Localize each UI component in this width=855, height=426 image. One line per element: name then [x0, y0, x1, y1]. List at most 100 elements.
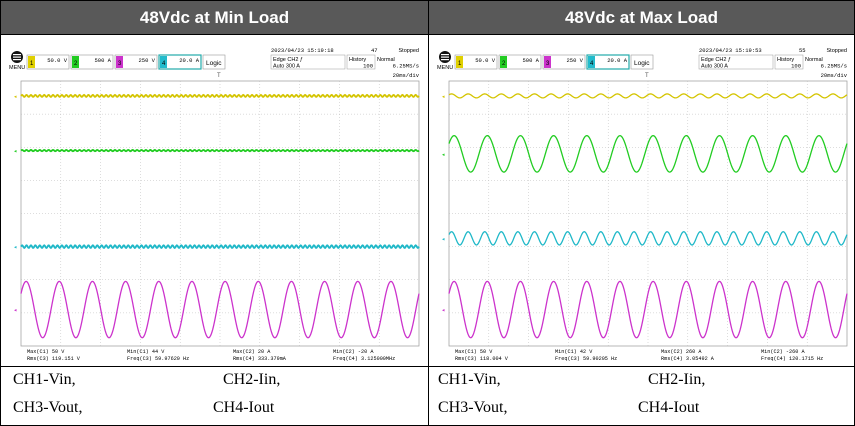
- channel-box-3[interactable]: 3 250 V: [114, 54, 158, 70]
- channel-box-frame: [542, 54, 586, 70]
- measurement-value: Freq(C3) 59.90205 Hz: [555, 356, 617, 362]
- logic-button-frame: [202, 54, 226, 70]
- scope-screen-max: MENU 1 50.0 V 2 500 A 3 250 V 4 20.0 A Logic 2023/…: [437, 47, 848, 362]
- trigger-position-icon: T: [217, 73, 221, 79]
- channel-box-frame: [70, 54, 114, 70]
- trigger-label: Edge CH2 ƒ: [273, 57, 303, 63]
- channel-box-2[interactable]: 2 500 A: [70, 54, 114, 70]
- menu-icon-bar: [441, 56, 449, 58]
- trace-ch2-iin: [20, 148, 420, 153]
- scope-panel-max: MENU 1 50.0 V 2 500 A 3 250 V 4 20.0 A Logic 2023/…: [431, 35, 854, 365]
- menu-icon-bar: [13, 54, 21, 56]
- trace-ch3-vout: [448, 280, 848, 339]
- level-marker-icon: ◂: [442, 308, 445, 314]
- measurement-value: Min(C1) 42 V: [555, 349, 593, 355]
- trigger-box[interactable]: [270, 54, 346, 70]
- logic-button[interactable]: Logic: [202, 54, 226, 70]
- channel-number: 3: [546, 61, 550, 67]
- channel-box-1[interactable]: 1 50.0 V: [454, 54, 498, 70]
- channel-box-frame: [498, 54, 542, 70]
- logic-label: Logic: [206, 60, 222, 67]
- history-value: 100: [791, 63, 801, 70]
- scope-panel-min: MENU 1 50.0 V 2 500 A 3 250 V 4 20.0 A Logic 2023/…: [3, 35, 426, 365]
- channel-number: 1: [458, 61, 462, 67]
- level-marker-icon: ◂: [442, 94, 445, 100]
- channel-number: 2: [502, 61, 506, 67]
- channel-color-swatch: [588, 56, 595, 68]
- logic-label: Logic: [634, 60, 650, 67]
- scope-header: MENU 1 50.0 V 2 500 A 3 250 V 4 20.0 A Logic 2023/…: [9, 47, 420, 79]
- timestamp: 2023/04/23 15:19:53: [699, 47, 762, 54]
- measurement-value: Min(C1) 44 V: [127, 349, 165, 355]
- caption-ch4: CH4-Iout: [213, 399, 275, 416]
- column-divider: [428, 1, 429, 425]
- logic-button[interactable]: Logic: [630, 54, 654, 70]
- menu-icon-bar: [13, 56, 21, 58]
- measurement-value: Freq(C3) 59.97620 Hz: [127, 356, 189, 362]
- channel-number: 4: [590, 61, 594, 67]
- measurement-value: Max(C1) 50 V: [455, 349, 493, 355]
- measurement-value: Rms(C3) 118.004 V: [455, 356, 509, 362]
- channel-box-3[interactable]: 3 250 V: [542, 54, 586, 70]
- trace-ch1-vin: [448, 93, 848, 99]
- channel-scale: 50.0 V: [47, 57, 68, 64]
- acq-count: 55: [799, 47, 806, 54]
- history-box[interactable]: [346, 54, 376, 70]
- timebase: 20ms/div: [821, 72, 848, 79]
- measurement-value: Max(C2) 20 A: [233, 349, 271, 355]
- channel-scale: 20.0 A: [179, 57, 200, 64]
- timebase: 20ms/div: [393, 72, 420, 79]
- level-marker-icon: ◂: [14, 245, 17, 251]
- menu-icon-bar: [441, 59, 449, 61]
- measurement-value: Rms(C4) 333.379mA: [233, 356, 287, 362]
- history-box[interactable]: [774, 54, 804, 70]
- channel-number: 2: [74, 61, 78, 67]
- menu-label: MENU: [9, 65, 25, 71]
- channel-box-frame: [158, 54, 202, 70]
- run-status: Stopped: [399, 48, 420, 54]
- channel-color-swatch: [116, 56, 123, 68]
- channel-box-frame: [26, 54, 70, 70]
- channel-number: 4: [162, 61, 166, 67]
- channel-scale: 500 A: [94, 57, 111, 64]
- channel-box-frame: [586, 54, 630, 70]
- trigger-box[interactable]: [698, 54, 774, 70]
- level-marker-icon: ◂: [442, 236, 445, 242]
- caption-ch2: CH2-Iin,: [223, 371, 281, 388]
- acq-count: 47: [371, 47, 378, 54]
- channel-box-2[interactable]: 2 500 A: [498, 54, 542, 70]
- channel-scale: 500 A: [522, 57, 539, 64]
- channel-box-4[interactable]: 4 20.0 A: [158, 54, 202, 70]
- trace-ch3-vout: [20, 280, 420, 339]
- channel-color-swatch: [544, 56, 551, 68]
- menu-icon-bar: [13, 59, 21, 61]
- measurement-value: Min(C2) -20 A: [333, 349, 374, 355]
- caption-ch2: CH2-Iin,: [648, 371, 706, 388]
- logic-button-frame: [630, 54, 654, 70]
- channel-color-swatch: [456, 56, 463, 68]
- measurement-value: Freq(C4) 3.125000MHz: [333, 356, 395, 362]
- caption-ch3: CH3-Vout,: [438, 399, 508, 416]
- measurement-area: Max(C1) 50 V Min(C1) 42 V Max(C2) 260 A Min…: [455, 349, 823, 362]
- measurement-value: Rms(C3) 119.151 V: [27, 356, 81, 362]
- graticule: [20, 80, 420, 347]
- level-marker-icon: ◂: [14, 308, 17, 314]
- sample-rate: 6.25MS/s: [821, 63, 847, 70]
- level-marker-icon: ◂: [14, 149, 17, 155]
- history-label: History: [349, 57, 366, 63]
- channel-scale: 250 V: [138, 57, 155, 64]
- trigger-level: Auto 300 A: [273, 64, 300, 70]
- channel-box-frame: [114, 54, 158, 70]
- sample-rate: 6.25MS/s: [393, 63, 419, 70]
- channel-box-1[interactable]: 1 50.0 V: [26, 54, 70, 70]
- scope-header: MENU 1 50.0 V 2 500 A 3 250 V 4 20.0 A Logic 2023/…: [437, 47, 848, 79]
- measurement-value: Rms(C4) 3.05492 A: [661, 356, 715, 362]
- level-marker-icon: ◂: [14, 94, 17, 100]
- history-label: History: [777, 57, 794, 63]
- menu-icon-bar: [441, 54, 449, 56]
- trace-ch2-iin: [448, 135, 848, 173]
- channel-box-4[interactable]: 4 20.0 A: [586, 54, 630, 70]
- timestamp: 2023/04/23 15:19:18: [271, 47, 334, 54]
- channel-scale: 20.0 A: [607, 57, 628, 64]
